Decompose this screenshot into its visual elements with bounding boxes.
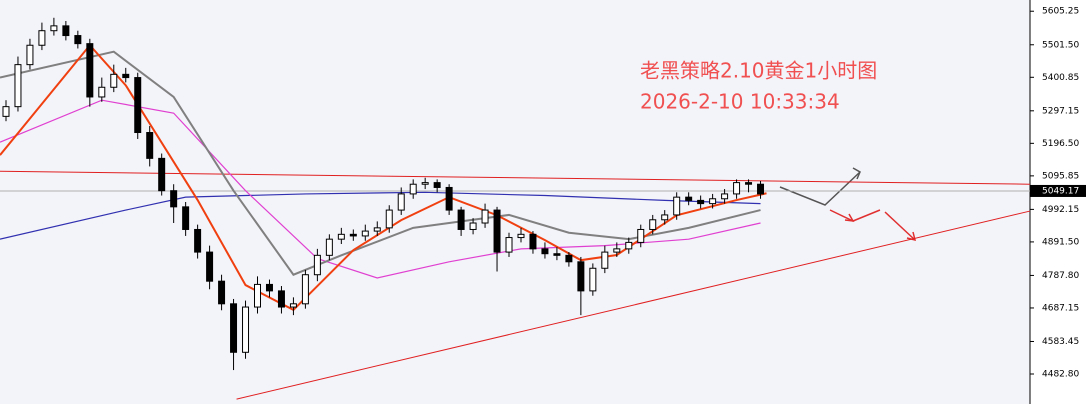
current-price-box bbox=[1030, 184, 1086, 197]
annotation-arrows bbox=[779, 167, 917, 242]
candle-body bbox=[50, 25, 58, 32]
candle-body bbox=[325, 238, 333, 256]
candle-body bbox=[565, 254, 573, 263]
y-tick-label: 4482.80 bbox=[1042, 370, 1079, 380]
current-price-label: 5049.17 bbox=[1042, 186, 1079, 196]
candle-body bbox=[313, 254, 321, 276]
candle-body bbox=[301, 274, 309, 305]
candle-body bbox=[433, 182, 441, 188]
arrow bbox=[884, 211, 916, 241]
chart-title: 老黑策略2.10黄金1小时图 bbox=[640, 59, 877, 83]
candle-body bbox=[601, 251, 609, 269]
arrow bbox=[779, 171, 861, 206]
candle-body bbox=[277, 290, 285, 308]
candle-body bbox=[421, 182, 429, 185]
candle-body bbox=[242, 306, 250, 353]
candle-body bbox=[110, 73, 118, 88]
arrow-head bbox=[852, 167, 861, 180]
candle-body bbox=[62, 25, 70, 37]
arrow-head bbox=[844, 213, 855, 222]
candle-body bbox=[146, 132, 154, 159]
candle-body bbox=[397, 193, 405, 211]
candle-body bbox=[505, 237, 513, 253]
candle-body bbox=[493, 209, 501, 253]
y-tick-label: 5196.50 bbox=[1042, 139, 1079, 149]
candle-body bbox=[745, 182, 753, 185]
candle-body bbox=[74, 35, 82, 45]
candle-body bbox=[469, 222, 477, 230]
candle-body bbox=[361, 230, 369, 237]
candle-body bbox=[481, 209, 489, 224]
candle-body bbox=[289, 303, 297, 308]
candle-body bbox=[158, 157, 166, 192]
y-tick-label: 4583.45 bbox=[1042, 337, 1079, 347]
candle-body bbox=[2, 106, 10, 117]
candle-body bbox=[637, 228, 645, 243]
candle-body bbox=[649, 219, 657, 230]
candle-body bbox=[182, 206, 190, 230]
y-tick-label: 5501.50 bbox=[1042, 40, 1079, 50]
candle-body bbox=[218, 280, 226, 305]
y-tick-label: 4891.50 bbox=[1042, 237, 1079, 247]
candle-body bbox=[86, 43, 94, 98]
candle-body bbox=[409, 183, 417, 195]
candle-body bbox=[673, 196, 681, 216]
candle-body bbox=[445, 186, 453, 211]
y-tick-label: 5297.15 bbox=[1042, 106, 1079, 116]
trend-line bbox=[236, 210, 1031, 400]
candle-body bbox=[613, 248, 621, 253]
candle-body bbox=[685, 196, 693, 201]
candle-body bbox=[709, 198, 717, 205]
candle-body bbox=[122, 73, 130, 79]
candle-body bbox=[517, 233, 525, 239]
y-tick-label: 5095.85 bbox=[1042, 171, 1079, 181]
axis-background bbox=[1030, 0, 1086, 404]
moving-average bbox=[0, 191, 761, 240]
candle-body bbox=[98, 86, 106, 98]
candle-body bbox=[134, 77, 142, 134]
candle-body bbox=[265, 283, 273, 292]
candle-body bbox=[553, 253, 561, 256]
y-tick-label: 4787.80 bbox=[1042, 271, 1079, 281]
candle-body bbox=[206, 251, 214, 282]
candle-body bbox=[589, 267, 597, 292]
y-tick-label: 5400.85 bbox=[1042, 73, 1079, 83]
candle-body bbox=[26, 44, 34, 66]
candle-body bbox=[14, 64, 22, 108]
moving-average bbox=[0, 43, 767, 312]
arrow-head bbox=[906, 231, 917, 242]
candle-body bbox=[661, 214, 669, 221]
y-tick-label: 4992.15 bbox=[1042, 205, 1079, 215]
candle-body bbox=[385, 209, 393, 229]
candle-body bbox=[697, 199, 705, 205]
candle-body bbox=[541, 248, 549, 255]
candle-body bbox=[625, 241, 633, 250]
candle-body bbox=[577, 261, 585, 292]
candle-body bbox=[373, 227, 381, 232]
candle-body bbox=[38, 30, 46, 46]
y-tick-label: 4687.15 bbox=[1042, 303, 1079, 313]
candle-body bbox=[733, 182, 741, 195]
candle-body bbox=[230, 303, 238, 353]
trend-line bbox=[0, 170, 1031, 185]
candle-body bbox=[254, 283, 261, 308]
candle-body bbox=[721, 193, 729, 200]
candle-body bbox=[194, 228, 202, 253]
y-tick-label: 5605.25 bbox=[1042, 7, 1079, 17]
candle-body bbox=[170, 190, 178, 208]
candle-body bbox=[529, 233, 537, 250]
candle-body bbox=[457, 209, 465, 230]
candle-body bbox=[349, 233, 357, 237]
candle-body bbox=[337, 233, 345, 240]
chart-subtitle: 2026-2-10 10:33:34 bbox=[640, 90, 840, 114]
candle-body bbox=[757, 183, 765, 195]
